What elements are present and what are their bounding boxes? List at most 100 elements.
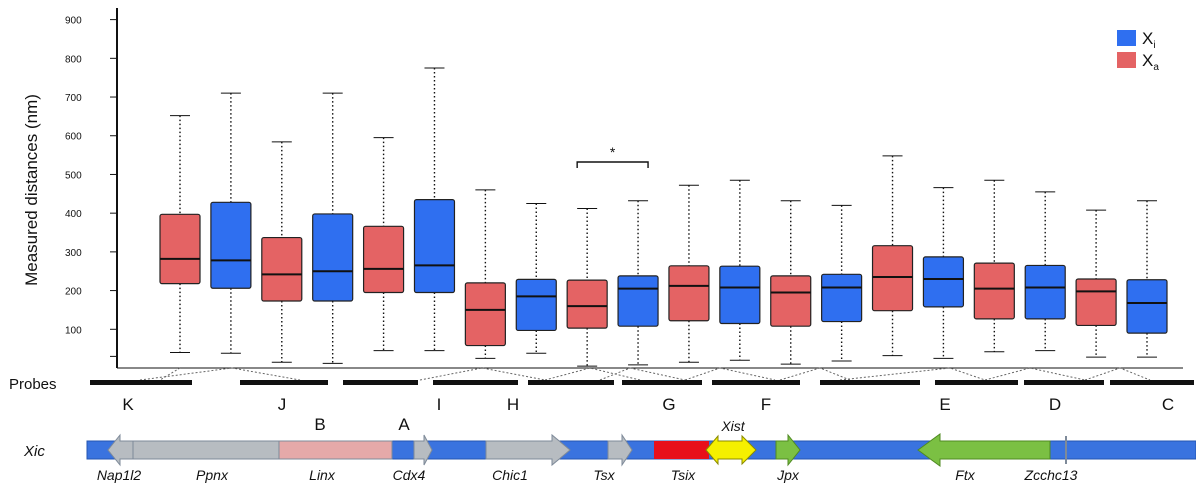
- box-xi-12: [719, 179, 761, 361]
- box-xa-5: [362, 137, 405, 352]
- probe-letter-i: I: [437, 395, 442, 414]
- box-xa-11: [668, 184, 710, 363]
- box-iqr: [668, 265, 710, 322]
- gene-linx-block: [278, 440, 393, 460]
- probe-letter-a: A: [398, 415, 410, 434]
- box-xi-16: [922, 187, 965, 359]
- y-tick-label: 200: [65, 287, 82, 298]
- box-xi-14: [821, 204, 863, 362]
- box-iqr: [515, 278, 557, 332]
- box-iqr: [464, 282, 506, 347]
- box-iqr: [312, 213, 354, 302]
- xic-gene-map: Xic Nap1l2 Ppnx Linx Cdx4 Chic1 Tsx Tsix…: [23, 418, 1196, 483]
- y-tick-label: 600: [65, 132, 82, 143]
- probe-letter-c: C: [1162, 395, 1174, 414]
- probes-label: Probes: [9, 376, 57, 393]
- box-iqr: [922, 256, 965, 308]
- gene-nap1l2-arrow: [107, 433, 134, 467]
- box-iqr: [617, 275, 659, 327]
- box-iqr: [719, 265, 761, 325]
- probe-bar-g: [622, 380, 702, 385]
- box-xa-3: [261, 141, 303, 363]
- box-iqr: [566, 279, 608, 329]
- box-xi-20: [1126, 200, 1168, 358]
- gene-label-jpx: Jpx: [776, 467, 800, 483]
- significance-bracket: *: [576, 144, 649, 168]
- box-xa-9: [566, 208, 608, 367]
- box-xi-6: [413, 67, 456, 352]
- y-axis-title: Measured distances (nm): [22, 94, 41, 286]
- probe-letter-g: G: [662, 395, 675, 414]
- box-iqr: [973, 262, 1015, 320]
- probes-row: Probes K J B A: [9, 367, 1194, 434]
- xic-label: Xic: [23, 443, 45, 460]
- box-plot: 100 200 300 400 500 600 700 800 900 *: [65, 8, 1183, 369]
- box-xi-10: [617, 200, 659, 366]
- box-iqr: [821, 273, 863, 323]
- gene-chic1-arrow: [485, 433, 571, 467]
- y-ticks: 100 200 300 400 500 600 700 800 900: [65, 16, 117, 357]
- box-iqr: [770, 275, 812, 327]
- box-iqr: [210, 201, 252, 289]
- box-xi-8: [515, 202, 557, 354]
- probe-bar-b-a: [343, 380, 418, 385]
- gene-label-xist: Xist: [720, 418, 745, 434]
- probe-letter-f: F: [761, 395, 771, 414]
- box-xa-17: [973, 179, 1015, 353]
- box-xa-1: [159, 115, 201, 354]
- y-tick-label: 300: [65, 248, 82, 259]
- gene-label-tsx: Tsx: [593, 467, 615, 483]
- gene-label-ftx: Ftx: [955, 467, 975, 483]
- probe-bar-h: [528, 380, 614, 385]
- gene-ftx-arrow: [917, 433, 1051, 467]
- legend-swatch-xi: [1117, 30, 1136, 46]
- legend-label-xi: Xi: [1142, 29, 1156, 51]
- box-xa-15: [871, 155, 914, 357]
- y-tick-label: 700: [65, 93, 82, 104]
- gene-label-chic1: Chic1: [492, 467, 528, 483]
- y-tick-label: 500: [65, 170, 82, 181]
- box-xi-2: [210, 92, 252, 354]
- gene-label-nap1l2: Nap1l2: [97, 467, 142, 483]
- box-iqr: [1075, 278, 1117, 327]
- probe-letter-k: K: [122, 395, 134, 414]
- box-iqr: [159, 213, 201, 285]
- box-iqr: [1024, 264, 1066, 320]
- gene-label-ppnx: Ppnx: [196, 467, 229, 483]
- y-tick-label: 800: [65, 54, 82, 65]
- probe-letter-h: H: [507, 395, 519, 414]
- probe-bar-e: [935, 380, 1018, 385]
- gene-ppnx-block: [132, 440, 280, 460]
- gene-label-linx: Linx: [309, 467, 336, 483]
- box-iqr: [1126, 279, 1168, 334]
- probe-bar-i: [433, 380, 518, 385]
- probe-bars: [90, 380, 1194, 385]
- box-xa-7: [464, 189, 506, 359]
- y-tick-label: 900: [65, 16, 82, 27]
- gene-label-tsix: Tsix: [671, 467, 696, 483]
- box-xi-4: [312, 92, 354, 364]
- gene-tsix-block: [654, 441, 709, 459]
- legend-swatch-xa: [1117, 52, 1136, 68]
- gene-jpx-arrow: [775, 433, 801, 467]
- box-xa-13: [770, 200, 812, 365]
- probe-letter-e: E: [939, 395, 950, 414]
- probe-bar-d: [1024, 380, 1104, 385]
- probe-bar-c: [1110, 380, 1194, 385]
- gene-label-cdx4: Cdx4: [393, 467, 426, 483]
- box-xi-18: [1024, 191, 1066, 352]
- probe-bar-k: [90, 380, 192, 385]
- legend-label-xa: Xa: [1142, 51, 1159, 73]
- box-iqr: [362, 225, 405, 294]
- boxes: [159, 67, 1168, 367]
- y-tick-label: 400: [65, 209, 82, 220]
- probe-letter-d: D: [1049, 395, 1061, 414]
- probe-connectors: [139, 367, 1151, 381]
- probe-letter-j: J: [278, 395, 287, 414]
- gene-tsx-arrow: [607, 433, 633, 467]
- box-iqr: [871, 245, 914, 312]
- legend: Xi Xa: [1117, 29, 1159, 73]
- probe-bar-j: [240, 380, 328, 385]
- box-iqr: [261, 236, 303, 302]
